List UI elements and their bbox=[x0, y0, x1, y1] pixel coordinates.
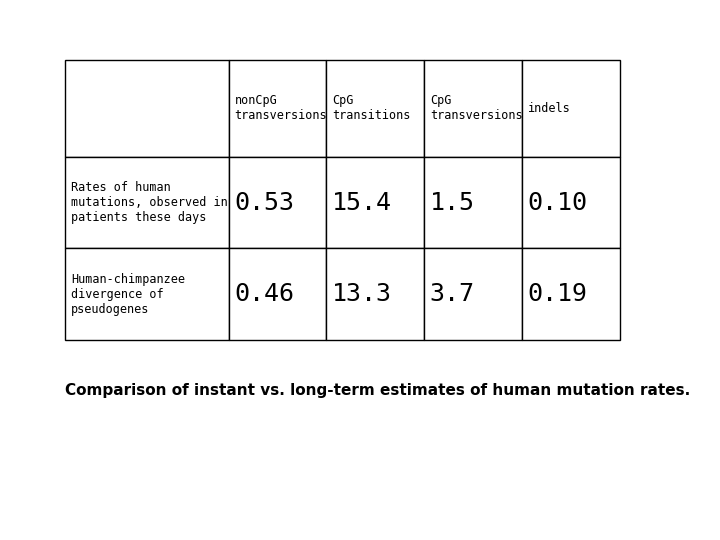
Text: 15.4: 15.4 bbox=[332, 191, 392, 214]
Text: nonCpG
transversions: nonCpG transversions bbox=[235, 94, 327, 122]
Text: CpG
transitions: CpG transitions bbox=[332, 94, 410, 122]
Text: 0.19: 0.19 bbox=[528, 282, 588, 306]
Bar bbox=[229, 60, 326, 157]
Bar bbox=[522, 248, 620, 340]
Text: Human-chimpanzee
divergence of
pseudogenes: Human-chimpanzee divergence of pseudogen… bbox=[71, 273, 185, 316]
Bar bbox=[229, 157, 326, 248]
Bar bbox=[522, 157, 620, 248]
Text: Comparison of instant vs. long-term estimates of human mutation rates.: Comparison of instant vs. long-term esti… bbox=[65, 382, 690, 397]
Bar bbox=[326, 248, 424, 340]
Text: CpG
transversions: CpG transversions bbox=[430, 94, 523, 122]
Bar bbox=[65, 60, 229, 157]
Text: indels: indels bbox=[528, 102, 570, 115]
Bar bbox=[326, 157, 424, 248]
Bar bbox=[522, 60, 620, 157]
Text: 1.5: 1.5 bbox=[430, 191, 475, 214]
Text: 0.53: 0.53 bbox=[235, 191, 294, 214]
Text: 0.46: 0.46 bbox=[235, 282, 294, 306]
Bar bbox=[326, 60, 424, 157]
Text: 3.7: 3.7 bbox=[430, 282, 475, 306]
Bar bbox=[424, 248, 522, 340]
Bar bbox=[229, 248, 326, 340]
Text: 0.10: 0.10 bbox=[528, 191, 588, 214]
Bar bbox=[424, 60, 522, 157]
Bar bbox=[65, 157, 229, 248]
Text: Rates of human
mutations, observed in
patients these days: Rates of human mutations, observed in pa… bbox=[71, 181, 228, 224]
Bar bbox=[65, 248, 229, 340]
Text: 13.3: 13.3 bbox=[332, 282, 392, 306]
Bar bbox=[424, 157, 522, 248]
